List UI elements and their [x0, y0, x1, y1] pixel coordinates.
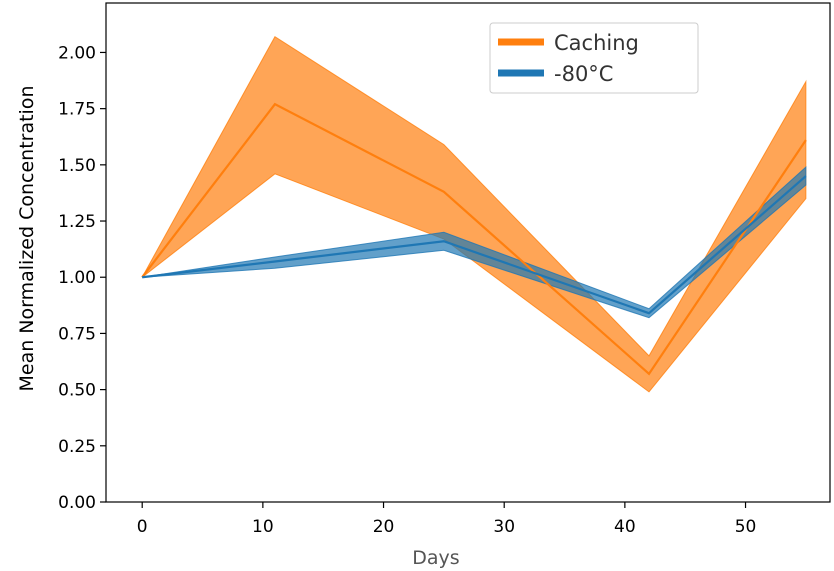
line-caching [141, 102, 807, 376]
x-axis-ticks: 0 10 20 30 40 50 [137, 502, 757, 537]
x-tick-label: 20 [373, 517, 395, 537]
band-caching [141, 36, 807, 393]
x-tick-label: 50 [735, 517, 757, 537]
plot-frame [105, 2, 831, 503]
y-tick-label: 2.00 [58, 43, 96, 63]
y-tick-label: 0.00 [58, 493, 96, 513]
band-minus80 [142, 165, 807, 319]
y-tick-label: 1.25 [58, 212, 96, 232]
y-tick-label: 1.00 [58, 268, 96, 288]
x-axis-label: Days [412, 547, 459, 569]
y-axis-ticks: 0.00 0.25 0.50 0.75 1.00 1.25 1.50 1.75 2.00 [58, 43, 106, 513]
x-tick-label: 10 [252, 517, 274, 537]
legend-label-caching: Caching [554, 31, 639, 55]
x-tick-label: 40 [614, 517, 636, 537]
y-tick-label: 0.75 [58, 324, 96, 344]
y-tick-label: 0.50 [58, 381, 96, 401]
confidence-bands [141, 36, 807, 393]
series-lines [141, 102, 807, 376]
y-tick-label: 1.75 [58, 100, 96, 120]
line-minus80 [142, 175, 807, 315]
x-tick-label: 30 [493, 517, 515, 537]
legend-label-minus80: -80°C [554, 62, 613, 86]
y-tick-label: 0.25 [58, 437, 96, 457]
y-tick-label: 1.50 [58, 156, 96, 176]
legend: Caching -80°C [489, 22, 699, 94]
x-tick-label: 0 [137, 517, 148, 537]
y-axis-label: Mean Normalized Concentration [16, 85, 38, 391]
